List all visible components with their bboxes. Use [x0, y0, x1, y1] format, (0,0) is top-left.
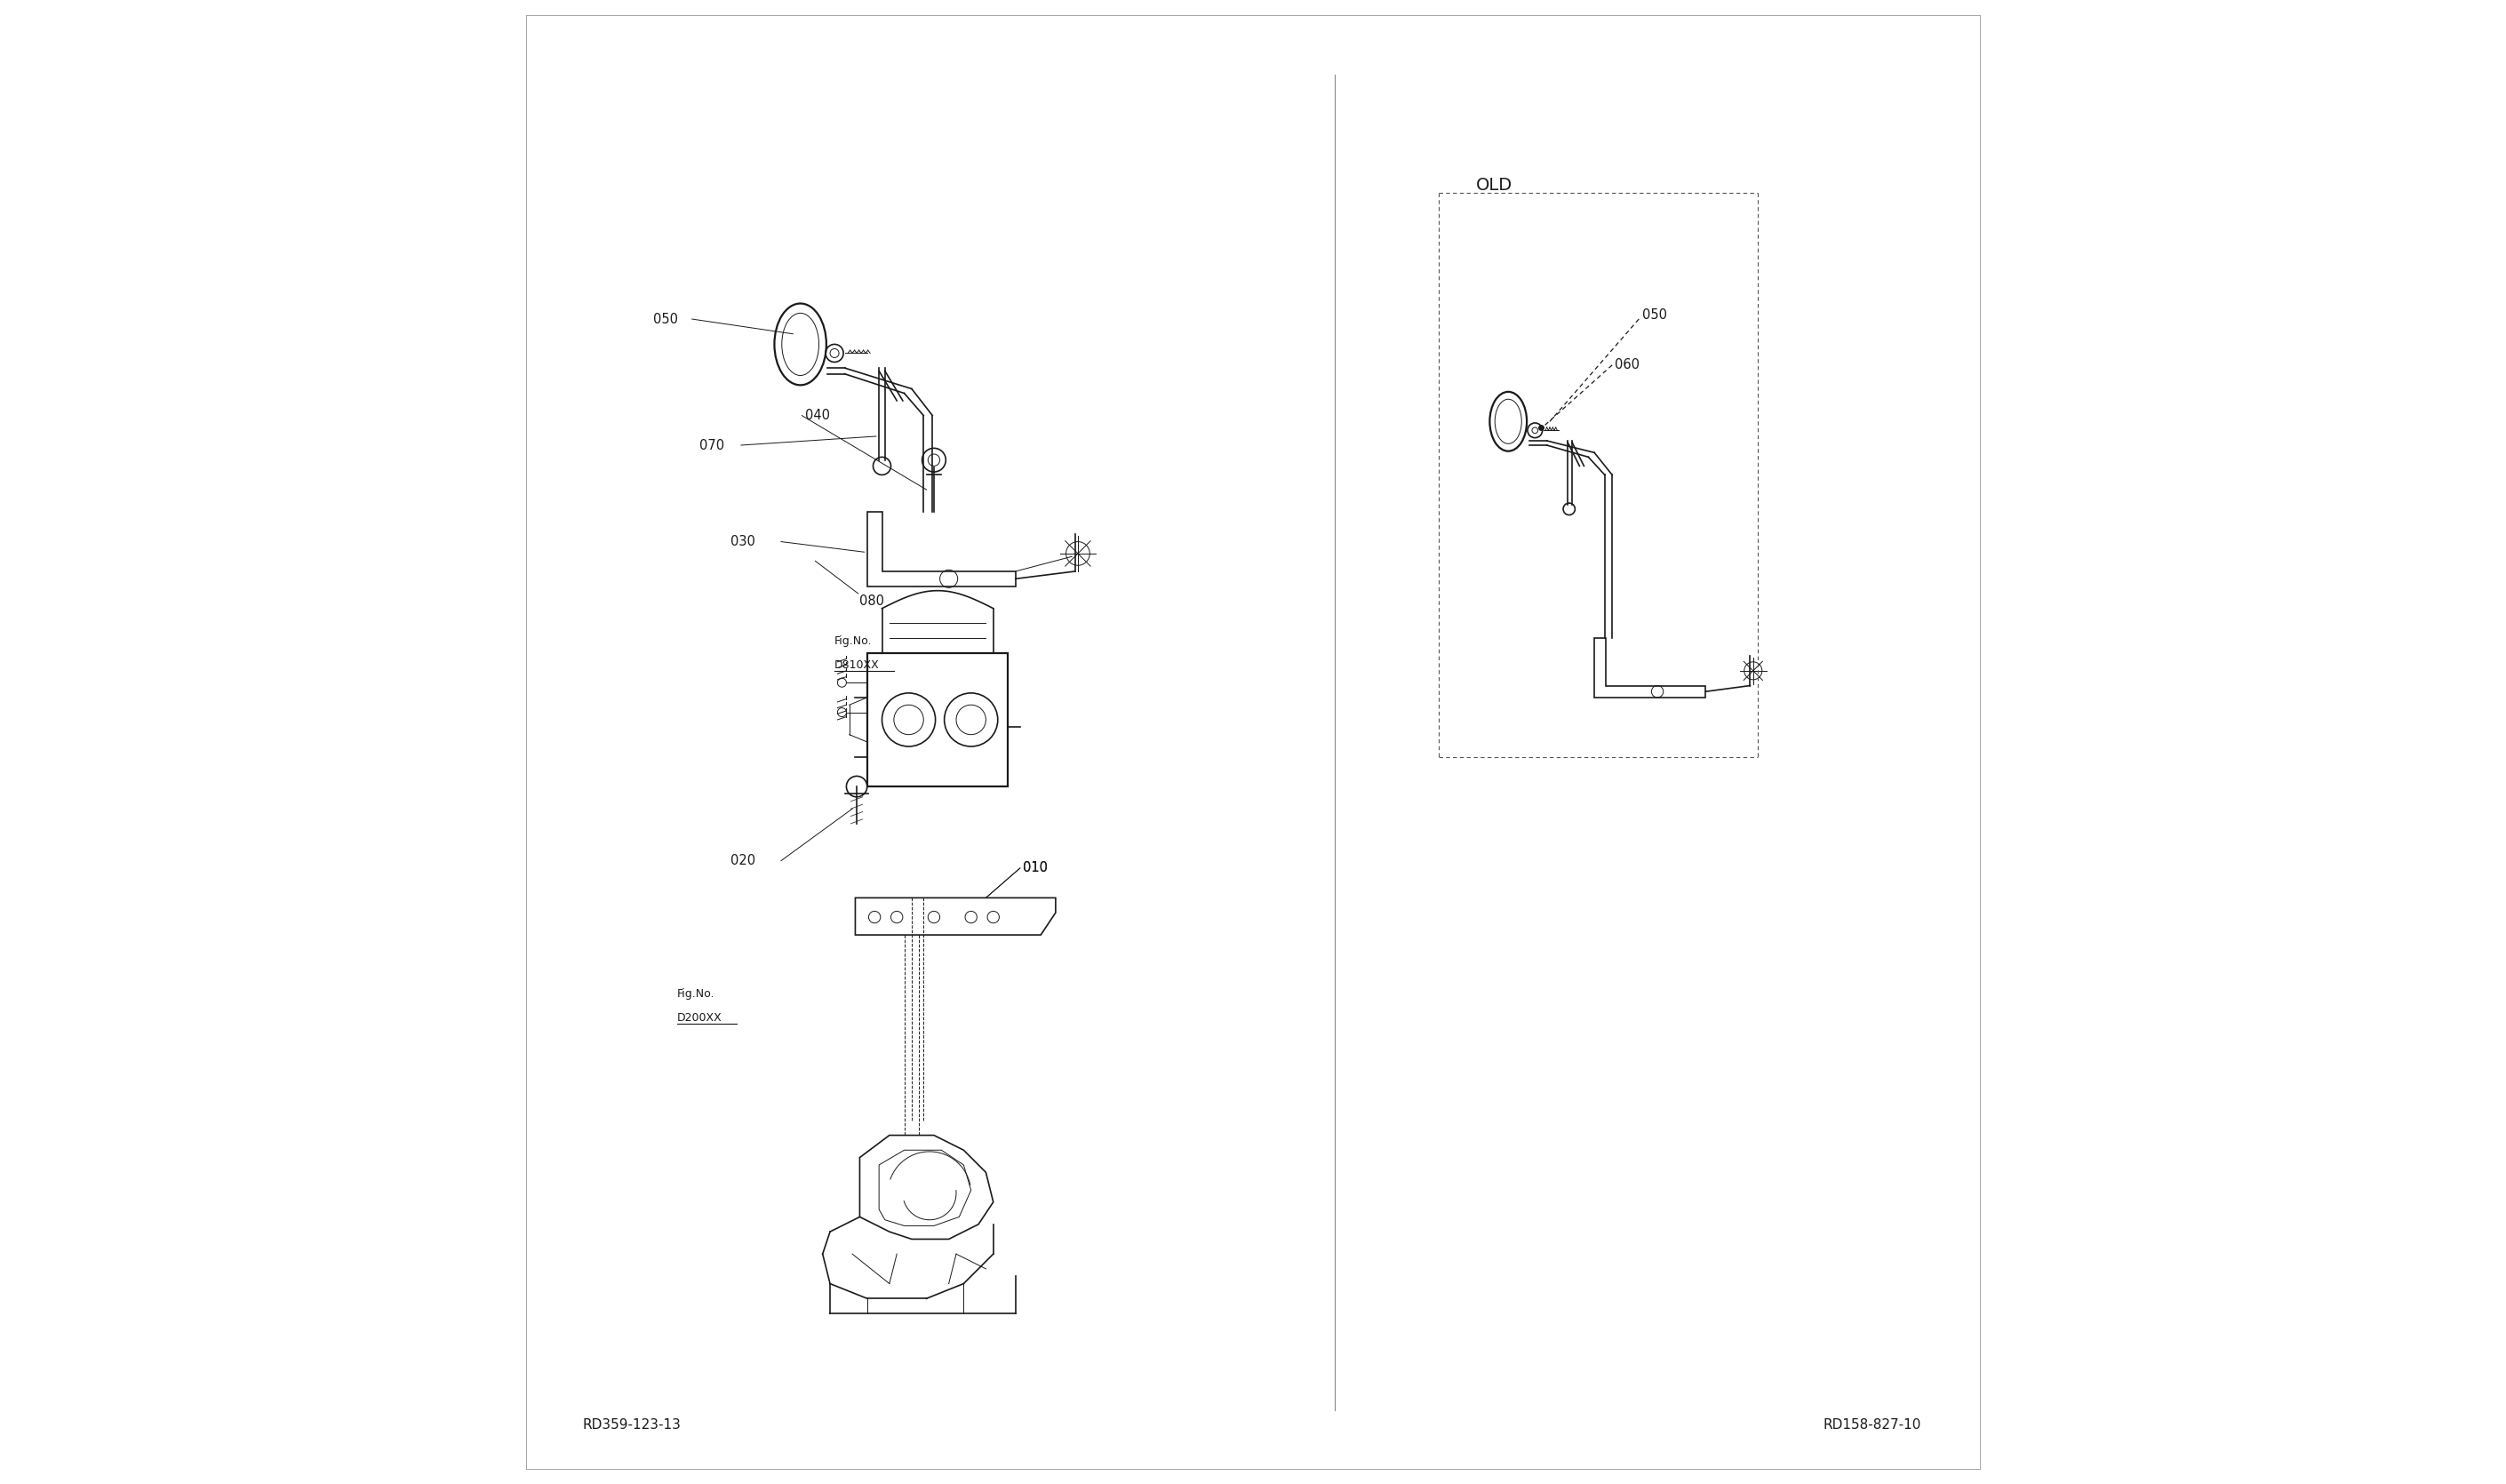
- Text: Fig.No.: Fig.No.: [677, 988, 714, 1000]
- Text: 080: 080: [860, 595, 885, 607]
- Text: 030: 030: [732, 536, 754, 548]
- Text: RD158-827-10: RD158-827-10: [1822, 1419, 1920, 1431]
- Text: D200XX: D200XX: [677, 1012, 722, 1024]
- Text: 060: 060: [1614, 359, 1639, 371]
- Text: 050: 050: [1641, 309, 1666, 321]
- Text: 070: 070: [699, 439, 724, 451]
- Text: 010: 010: [1022, 862, 1048, 874]
- Text: 010: 010: [1022, 862, 1048, 874]
- Text: D810XX: D810XX: [834, 659, 880, 671]
- Text: Fig.No.: Fig.No.: [834, 635, 872, 647]
- Text: 020: 020: [732, 855, 757, 867]
- Text: 040: 040: [804, 410, 829, 421]
- Text: OLD: OLD: [1476, 177, 1511, 194]
- Text: 050: 050: [654, 313, 679, 325]
- Text: RD359-123-13: RD359-123-13: [581, 1419, 682, 1431]
